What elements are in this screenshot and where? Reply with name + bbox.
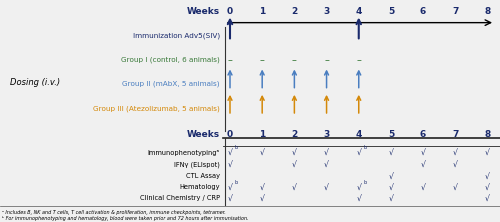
Text: –: – (324, 55, 329, 65)
Text: √: √ (324, 160, 329, 169)
Text: 8: 8 (484, 130, 490, 139)
Text: –: – (356, 55, 361, 65)
Text: b: b (234, 145, 238, 150)
Text: 5: 5 (388, 130, 394, 139)
Text: √: √ (420, 148, 426, 157)
Text: Dosing (i.v.): Dosing (i.v.) (10, 78, 60, 87)
Text: √: √ (388, 194, 394, 203)
Text: √: √ (228, 160, 232, 169)
Text: 2: 2 (291, 130, 298, 139)
Text: ᵇ For immunophenotyping and hematology, blood were taken prior and 72 hours afte: ᵇ For immunophenotyping and hematology, … (2, 216, 249, 221)
Text: Clinical Chemistry / CRP: Clinical Chemistry / CRP (140, 195, 220, 201)
Text: 7: 7 (452, 130, 458, 139)
Text: 8: 8 (484, 7, 490, 16)
Text: √: √ (453, 160, 458, 169)
Text: √: √ (453, 182, 458, 192)
Text: √: √ (292, 182, 297, 192)
Text: Hematology: Hematology (180, 184, 220, 190)
Text: √: √ (388, 182, 394, 192)
Text: √: √ (292, 160, 297, 169)
Text: 4: 4 (356, 130, 362, 139)
Text: b: b (234, 180, 238, 185)
Text: Group I (control, 6 animals): Group I (control, 6 animals) (121, 57, 220, 63)
Text: Immunophenotypingᵃ: Immunophenotypingᵃ (148, 150, 220, 156)
Text: b: b (363, 180, 366, 185)
Text: Group III (Atezolizumab, 5 animals): Group III (Atezolizumab, 5 animals) (93, 106, 220, 113)
Text: 3: 3 (324, 130, 330, 139)
Text: √: √ (260, 194, 264, 203)
Text: √: √ (260, 148, 264, 157)
Text: 0: 0 (227, 130, 233, 139)
Text: –: – (260, 55, 264, 65)
Text: CTL Assay: CTL Assay (186, 173, 220, 179)
Text: √: √ (420, 182, 426, 192)
Text: 4: 4 (356, 7, 362, 16)
Text: 5: 5 (388, 7, 394, 16)
Text: √: √ (420, 160, 426, 169)
Text: 6: 6 (420, 130, 426, 139)
Text: IFNγ (ELIspot): IFNγ (ELIspot) (174, 161, 220, 168)
Text: 3: 3 (324, 7, 330, 16)
Text: √: √ (260, 182, 264, 192)
Text: 7: 7 (452, 7, 458, 16)
Text: √: √ (485, 194, 490, 203)
Text: √: √ (356, 182, 361, 192)
Text: √: √ (292, 148, 297, 157)
Text: √: √ (485, 148, 490, 157)
Text: 1: 1 (259, 130, 266, 139)
Text: √: √ (485, 171, 490, 180)
Text: √: √ (453, 148, 458, 157)
Text: 1: 1 (259, 7, 266, 16)
Text: √: √ (485, 182, 490, 192)
Text: –: – (228, 55, 232, 65)
Text: √: √ (228, 182, 232, 192)
Text: 0: 0 (227, 7, 233, 16)
Text: √: √ (356, 194, 361, 203)
Text: √: √ (324, 148, 329, 157)
Text: √: √ (356, 148, 361, 157)
Text: Immunization Adv5(SIV): Immunization Adv5(SIV) (133, 33, 220, 39)
Text: √: √ (388, 148, 394, 157)
Text: ᵃ Includes B, NK and T cells, T cell activation & proliferation, immune checkpoi: ᵃ Includes B, NK and T cells, T cell act… (2, 210, 226, 215)
Text: Weeks: Weeks (187, 130, 220, 139)
Text: Weeks: Weeks (187, 7, 220, 16)
Text: √: √ (324, 182, 329, 192)
Text: 2: 2 (291, 7, 298, 16)
Text: –: – (292, 55, 297, 65)
Text: Group II (mAbX, 5 animals): Group II (mAbX, 5 animals) (122, 81, 220, 87)
Text: √: √ (228, 148, 232, 157)
Text: √: √ (388, 171, 394, 180)
Text: √: √ (228, 194, 232, 203)
Text: b: b (363, 145, 366, 150)
Text: 6: 6 (420, 7, 426, 16)
